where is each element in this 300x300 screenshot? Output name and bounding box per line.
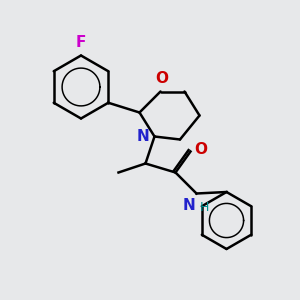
Text: F: F (76, 35, 86, 50)
Text: H: H (200, 201, 209, 214)
Text: N: N (182, 198, 195, 213)
Text: O: O (194, 142, 207, 158)
Text: O: O (155, 71, 169, 86)
Text: N: N (136, 129, 149, 144)
